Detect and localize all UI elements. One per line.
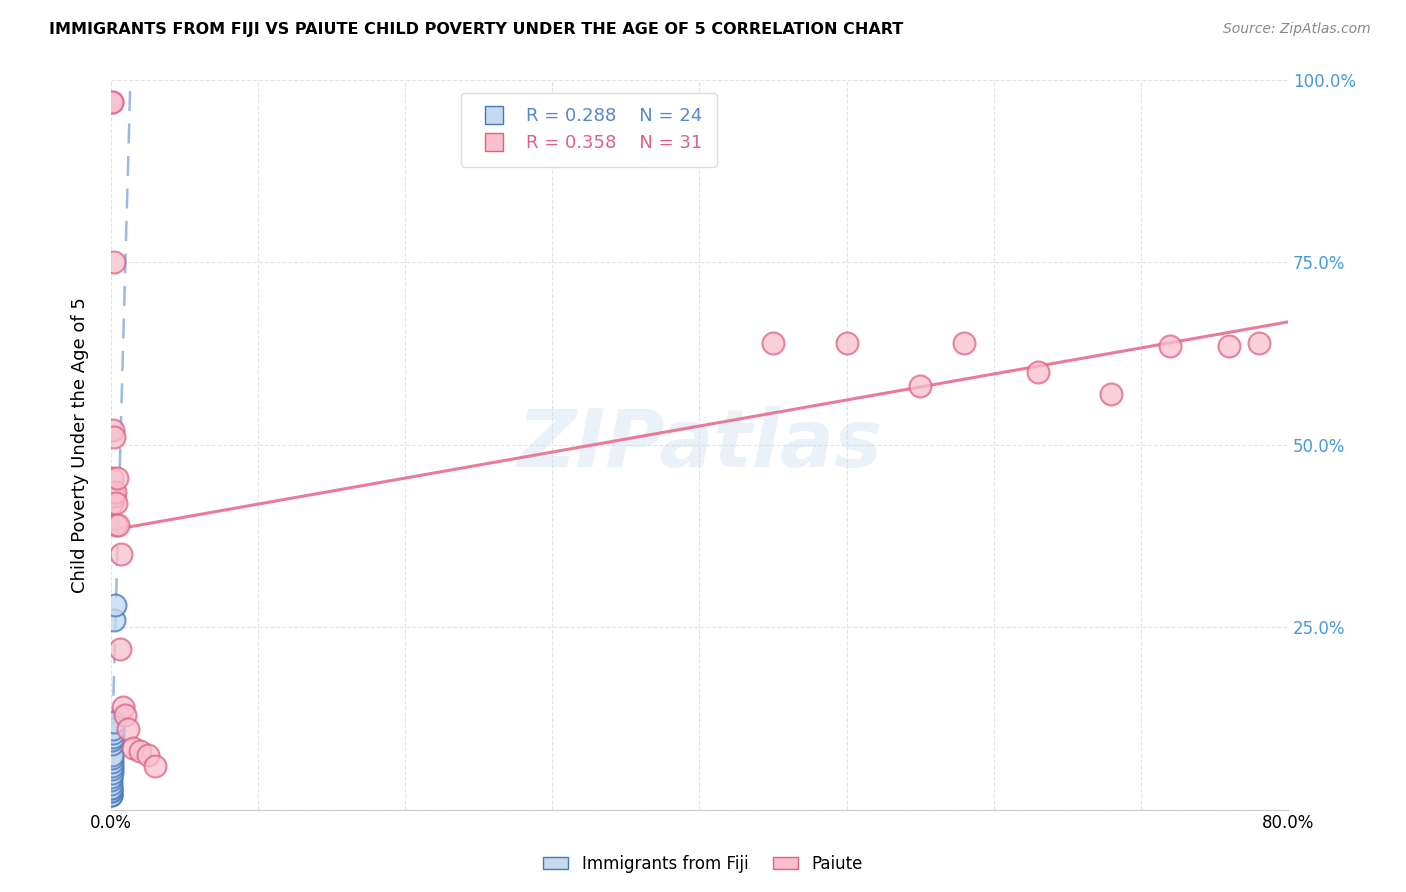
Point <box>108 642 131 657</box>
Point <box>100 780 122 795</box>
Point <box>143 758 166 772</box>
Point <box>101 726 124 740</box>
Point <box>104 496 127 510</box>
Point <box>107 518 129 533</box>
Legend: R = 0.288    N = 24, R = 0.358    N = 31: R = 0.288 N = 24, R = 0.358 N = 31 <box>461 93 717 167</box>
Point <box>1099 386 1122 401</box>
Point <box>100 766 122 780</box>
Point <box>100 788 122 802</box>
Point <box>121 740 143 755</box>
Point <box>101 470 124 484</box>
Point <box>100 788 122 802</box>
Point <box>110 547 132 561</box>
Point <box>1247 335 1270 350</box>
Point <box>103 714 125 729</box>
Point <box>129 744 152 758</box>
Point <box>104 485 127 500</box>
Point <box>835 335 858 350</box>
Point <box>117 723 139 737</box>
Point <box>100 758 122 772</box>
Point <box>100 780 122 795</box>
Point <box>111 700 134 714</box>
Point <box>100 784 122 798</box>
Point <box>101 423 124 437</box>
Point <box>100 788 122 802</box>
Point <box>1218 339 1240 353</box>
Point <box>1159 339 1181 353</box>
Point <box>100 763 122 777</box>
Point <box>104 518 127 533</box>
Point <box>114 707 136 722</box>
Point <box>101 730 124 744</box>
Point <box>105 470 128 484</box>
Point <box>953 335 976 350</box>
Point <box>100 770 122 784</box>
Point <box>101 733 124 747</box>
Point <box>762 335 785 350</box>
Point <box>1026 365 1049 379</box>
Text: IMMIGRANTS FROM FIJI VS PAIUTE CHILD POVERTY UNDER THE AGE OF 5 CORRELATION CHAR: IMMIGRANTS FROM FIJI VS PAIUTE CHILD POV… <box>49 22 904 37</box>
Point <box>101 496 124 510</box>
Point <box>103 489 125 503</box>
Point <box>908 379 931 393</box>
Point <box>100 777 122 791</box>
Point <box>100 773 122 788</box>
Point <box>104 599 127 613</box>
Point <box>101 737 124 751</box>
Point <box>100 784 122 798</box>
Y-axis label: Child Poverty Under the Age of 5: Child Poverty Under the Age of 5 <box>72 297 89 592</box>
Point <box>103 613 125 627</box>
Point <box>136 747 159 762</box>
Point <box>103 255 125 269</box>
Legend: Immigrants from Fiji, Paiute: Immigrants from Fiji, Paiute <box>537 848 869 880</box>
Point <box>100 95 122 109</box>
Text: ZIPatlas: ZIPatlas <box>517 406 882 483</box>
Point <box>101 755 124 769</box>
Point <box>103 430 125 444</box>
Point <box>101 751 124 765</box>
Text: Source: ZipAtlas.com: Source: ZipAtlas.com <box>1223 22 1371 37</box>
Point <box>101 747 124 762</box>
Point <box>103 723 125 737</box>
Point <box>100 95 122 109</box>
